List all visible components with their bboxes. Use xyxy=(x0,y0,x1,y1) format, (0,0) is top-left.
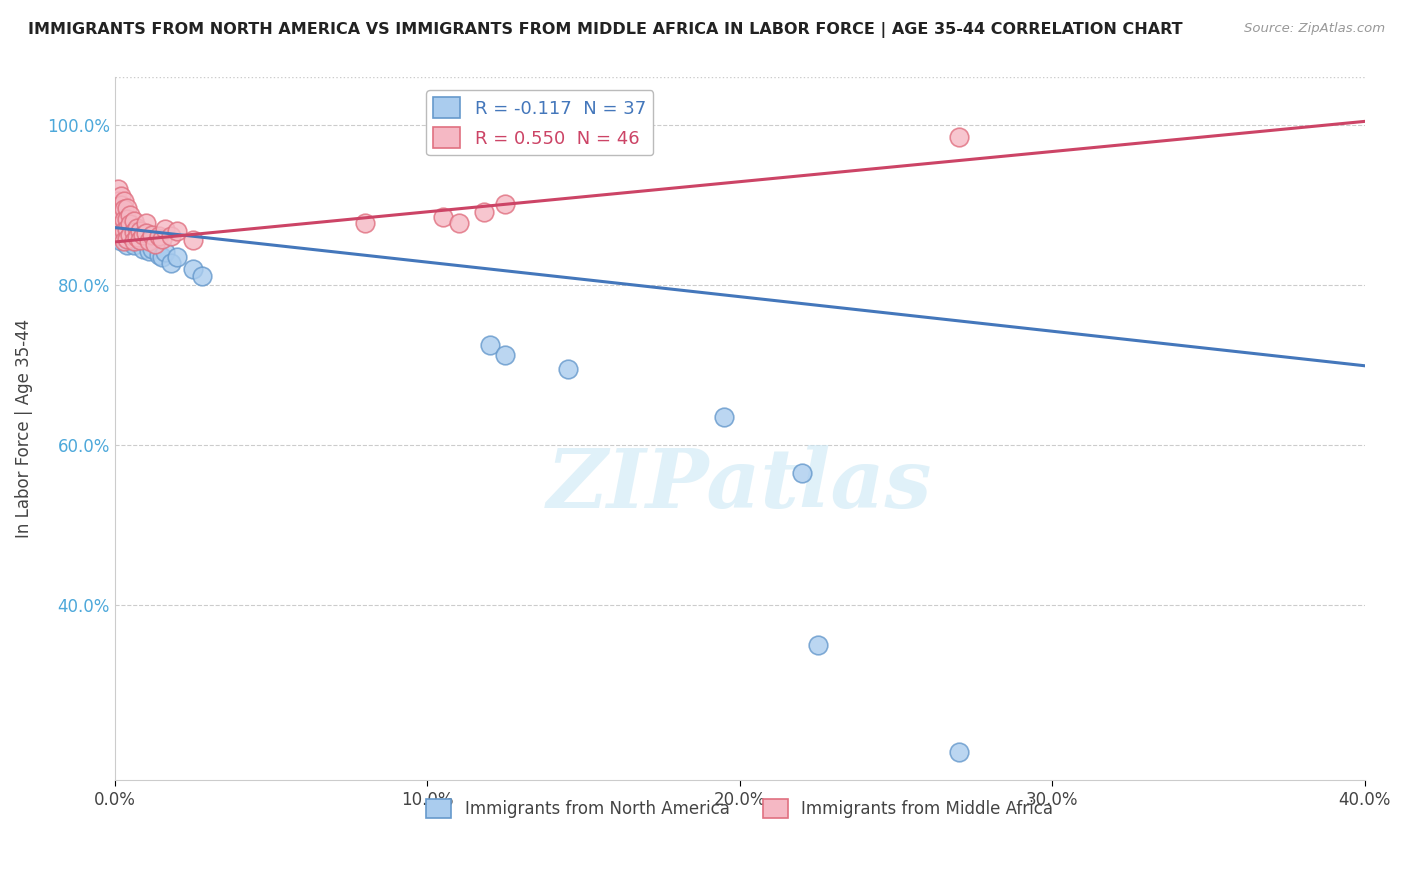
Point xyxy=(141,242,163,256)
Point xyxy=(117,211,139,226)
Point xyxy=(112,212,135,227)
Point xyxy=(138,234,160,248)
Point xyxy=(792,466,814,480)
Point xyxy=(110,218,132,232)
Point xyxy=(191,268,214,283)
Point xyxy=(107,182,129,196)
Point xyxy=(112,214,135,228)
Text: Source: ZipAtlas.com: Source: ZipAtlas.com xyxy=(1244,22,1385,36)
Point xyxy=(117,218,139,232)
Point xyxy=(117,238,139,252)
Point xyxy=(166,250,188,264)
Point xyxy=(112,234,135,248)
Point xyxy=(110,198,132,212)
Point xyxy=(112,222,135,236)
Point xyxy=(120,227,142,242)
Point xyxy=(135,216,157,230)
Point xyxy=(110,218,132,232)
Point xyxy=(110,230,132,244)
Point xyxy=(148,228,170,243)
Point xyxy=(122,234,145,248)
Point xyxy=(128,233,150,247)
Point xyxy=(494,348,516,362)
Point xyxy=(166,224,188,238)
Point xyxy=(807,638,830,652)
Point xyxy=(447,216,470,230)
Point xyxy=(112,226,135,240)
Point xyxy=(128,224,150,238)
Point xyxy=(112,194,135,209)
Point xyxy=(150,232,173,246)
Point xyxy=(112,202,135,217)
Point xyxy=(353,216,375,230)
Point xyxy=(138,244,160,258)
Point xyxy=(120,224,142,238)
Point xyxy=(110,206,132,220)
Point xyxy=(107,214,129,228)
Point xyxy=(110,234,132,248)
Point xyxy=(107,194,129,209)
Point xyxy=(432,211,454,225)
Point xyxy=(122,214,145,228)
Point xyxy=(135,226,157,240)
Point xyxy=(153,244,176,259)
Point xyxy=(110,208,132,222)
Point xyxy=(181,233,204,247)
Point xyxy=(110,188,132,202)
Point xyxy=(107,214,129,228)
Point xyxy=(132,227,155,242)
Point xyxy=(122,225,145,239)
Text: ZIPatlas: ZIPatlas xyxy=(547,445,932,525)
Point xyxy=(107,202,129,217)
Point xyxy=(107,203,129,218)
Point xyxy=(125,220,148,235)
Point xyxy=(160,256,183,270)
Point xyxy=(125,230,148,244)
Y-axis label: In Labor Force | Age 35-44: In Labor Force | Age 35-44 xyxy=(15,319,32,539)
Point xyxy=(557,362,579,376)
Point xyxy=(160,228,183,243)
Point xyxy=(478,338,501,352)
Point xyxy=(117,222,139,236)
Point xyxy=(112,224,135,238)
Point xyxy=(120,234,142,248)
Point xyxy=(141,227,163,242)
Point xyxy=(117,202,139,216)
Point xyxy=(948,130,970,145)
Point xyxy=(120,208,142,222)
Point xyxy=(125,234,148,248)
Point xyxy=(122,230,145,244)
Point xyxy=(948,745,970,759)
Point xyxy=(117,230,139,244)
Point xyxy=(153,222,176,236)
Point xyxy=(181,262,204,277)
Point xyxy=(494,196,516,211)
Point xyxy=(128,232,150,246)
Point xyxy=(110,228,132,243)
Point xyxy=(132,242,155,256)
Point xyxy=(117,232,139,246)
Point xyxy=(713,409,735,424)
Point xyxy=(145,236,167,251)
Point xyxy=(135,234,157,248)
Text: IMMIGRANTS FROM NORTH AMERICA VS IMMIGRANTS FROM MIDDLE AFRICA IN LABOR FORCE | : IMMIGRANTS FROM NORTH AMERICA VS IMMIGRA… xyxy=(28,22,1182,38)
Point xyxy=(122,238,145,252)
Point xyxy=(120,218,142,232)
Legend: Immigrants from North America, Immigrants from Middle Africa: Immigrants from North America, Immigrant… xyxy=(419,792,1060,825)
Point xyxy=(150,250,173,264)
Point xyxy=(107,222,129,236)
Point xyxy=(148,248,170,262)
Point xyxy=(472,204,495,219)
